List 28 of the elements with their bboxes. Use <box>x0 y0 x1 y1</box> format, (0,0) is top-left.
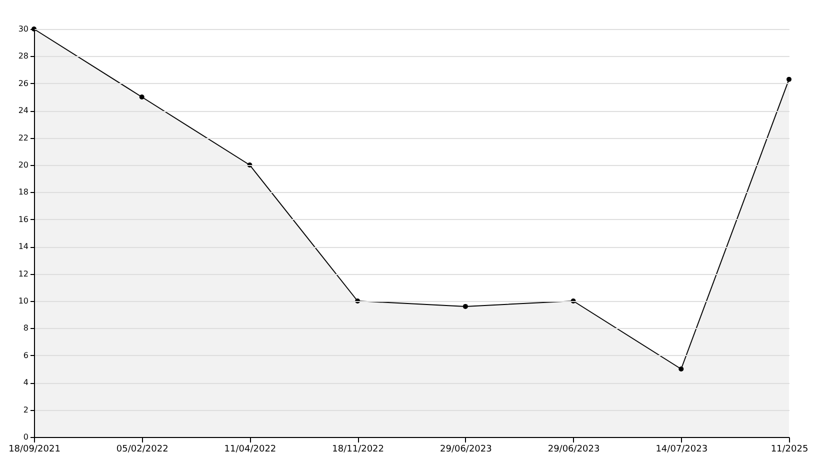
y-tick-label: 12 <box>18 269 28 278</box>
y-tick-label: 8 <box>23 324 28 333</box>
y-tick-label: 30 <box>18 24 28 34</box>
y-tick-label: 24 <box>18 106 28 116</box>
x-tick-label: 18/11/2022 <box>332 444 384 454</box>
y-tick-label: 26 <box>18 78 28 88</box>
y-tick-label: 20 <box>18 160 28 170</box>
y-tick-label: 18 <box>18 188 28 197</box>
x-tick-label: 11/2025 <box>770 444 808 454</box>
point <box>139 94 144 100</box>
y-tick-label: 6 <box>23 350 28 360</box>
x-tick-label: 11/04/2022 <box>224 444 276 454</box>
x-tick-label: 29/06/2023 <box>548 444 600 454</box>
x-tick-label: 18/09/2021 <box>8 444 60 454</box>
y-tick-label: 28 <box>18 52 28 61</box>
y-tick-label: 0 <box>23 432 28 442</box>
point <box>786 76 792 82</box>
y-tick-label: 2 <box>23 405 28 414</box>
point <box>462 304 468 309</box>
x-tick-label: 05/02/2022 <box>116 444 168 454</box>
y-tick-label: 4 <box>23 378 28 388</box>
y-tick-label: 10 <box>18 296 28 306</box>
y-tick-label: 16 <box>18 214 28 224</box>
point <box>678 366 684 372</box>
y-tick-label: 14 <box>18 242 28 252</box>
y-tick-label: 22 <box>18 133 28 142</box>
x-tick-label: 14/07/2023 <box>656 444 708 454</box>
x-tick-label: 29/06/2023 <box>440 444 492 454</box>
